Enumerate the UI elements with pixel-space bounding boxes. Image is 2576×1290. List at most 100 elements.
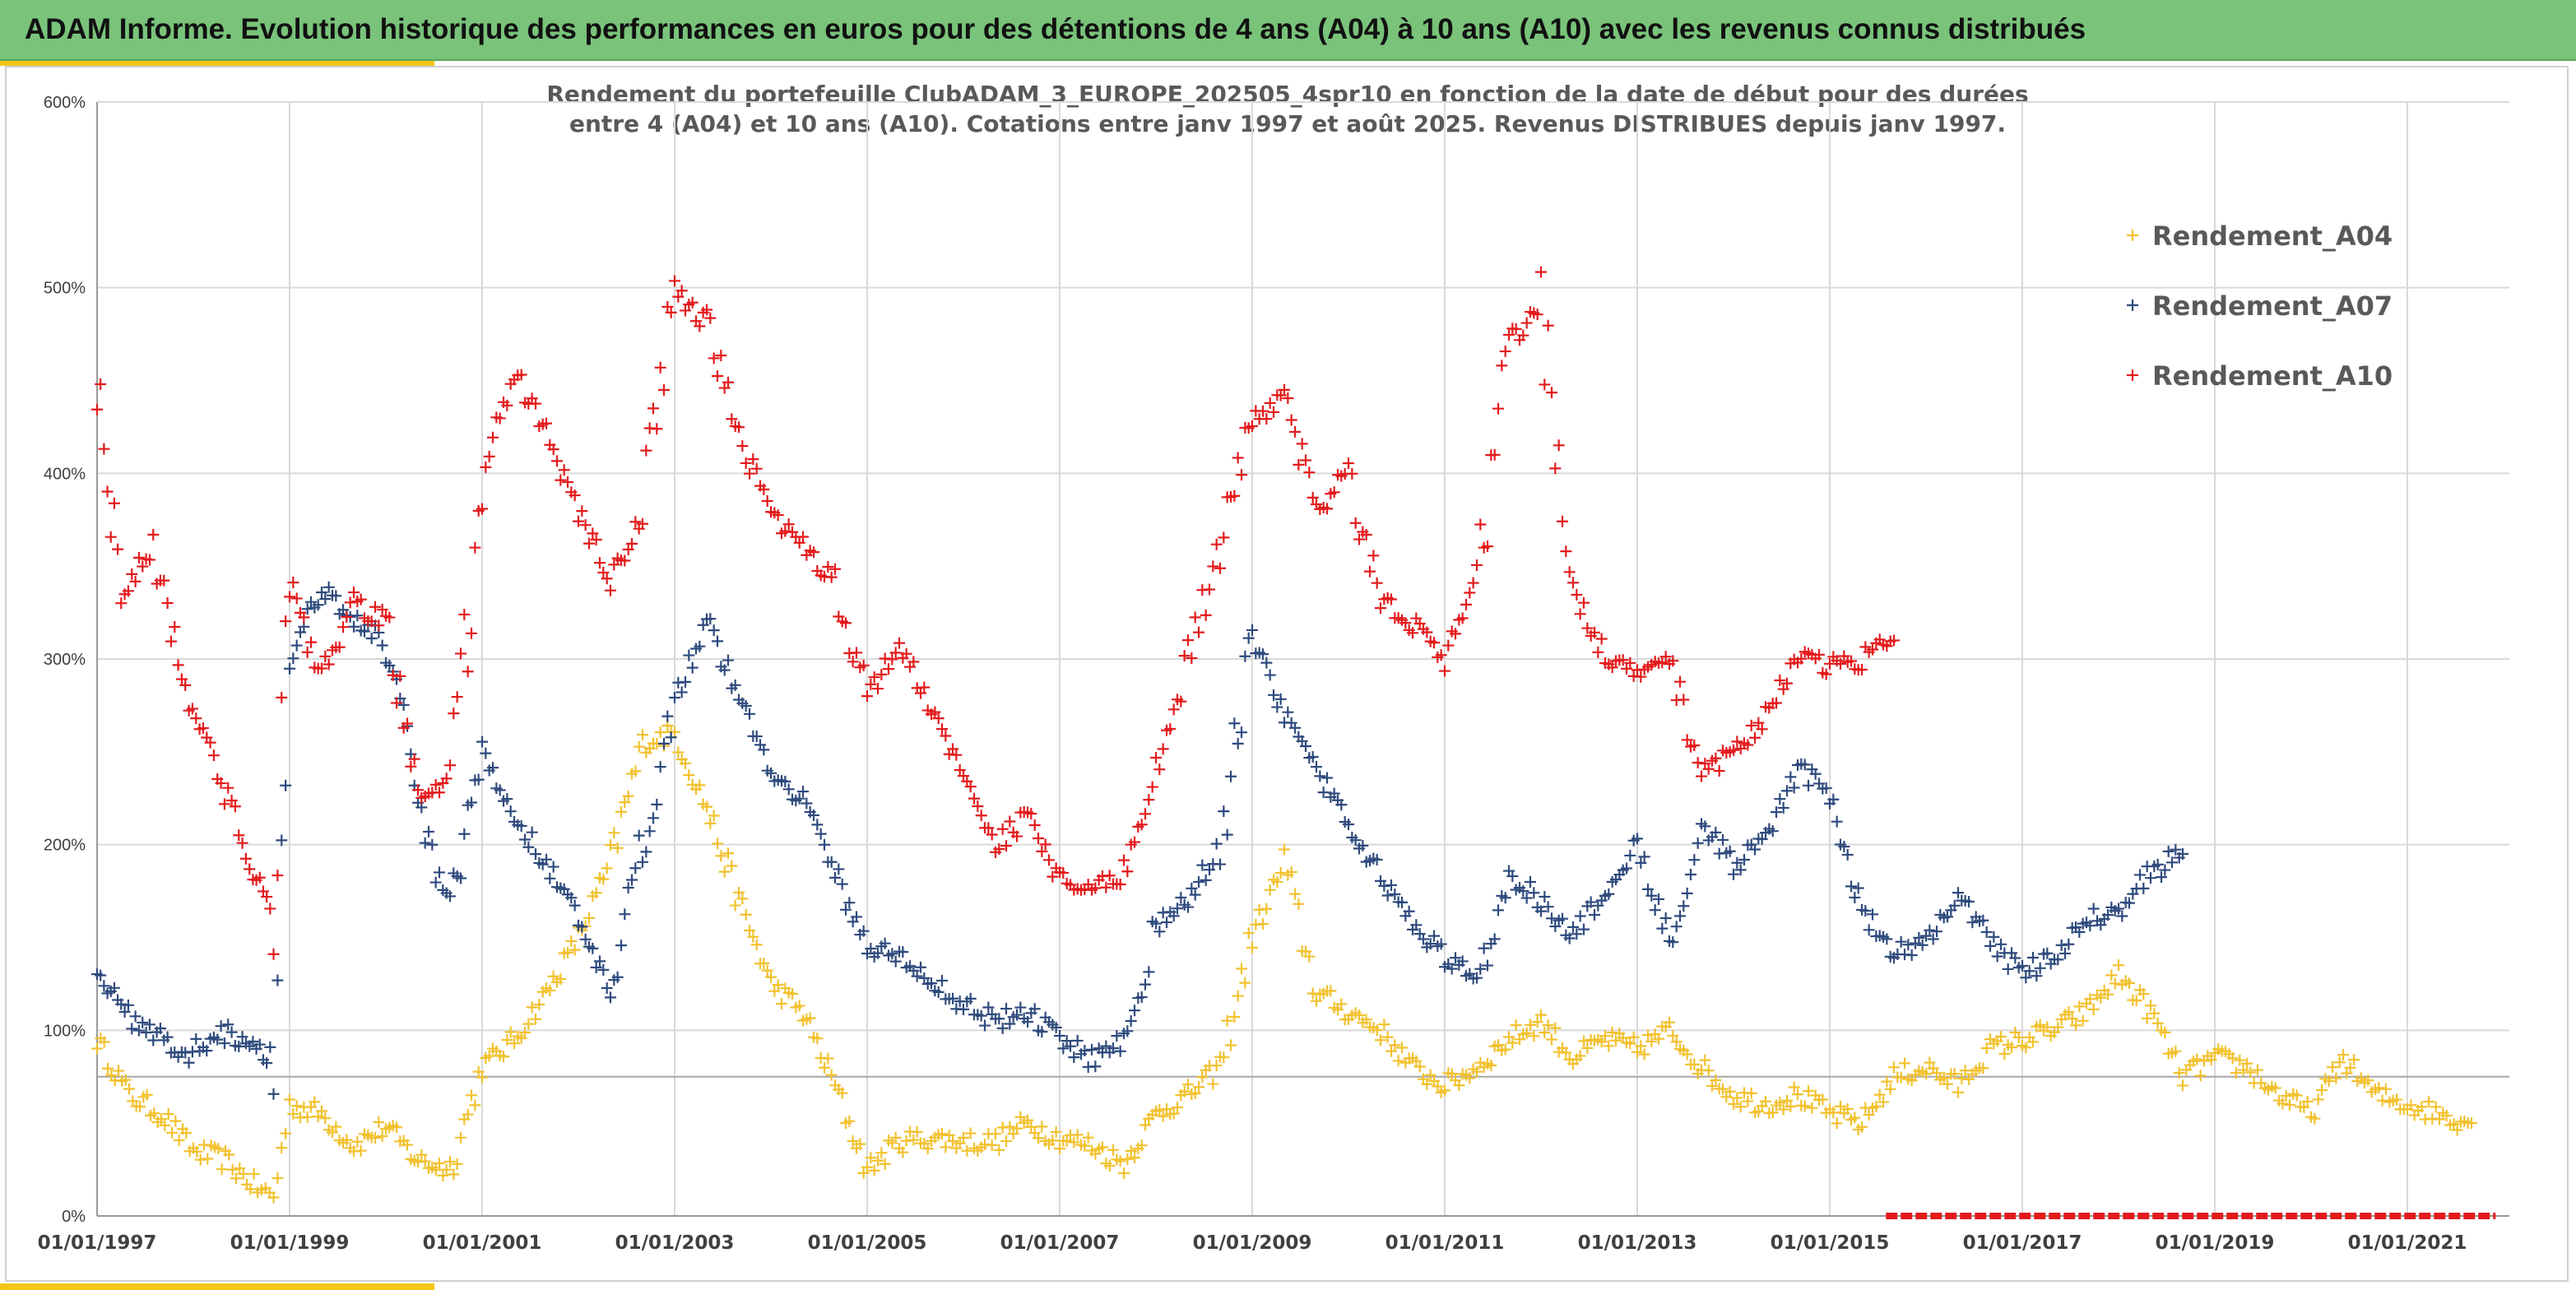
data-point xyxy=(765,971,777,983)
data-point xyxy=(1902,939,1915,951)
data-point xyxy=(1182,634,1194,647)
data-point xyxy=(1852,882,1864,894)
data-point xyxy=(212,1143,225,1155)
data-point xyxy=(444,890,456,903)
data-point xyxy=(247,1036,259,1048)
data-point xyxy=(672,746,685,759)
data-point xyxy=(851,911,862,923)
data-point xyxy=(626,537,638,550)
data-point xyxy=(2070,1019,2082,1032)
data-point xyxy=(576,921,588,933)
data-point xyxy=(1788,782,1800,794)
data-point xyxy=(2330,1072,2342,1084)
data-point xyxy=(808,546,819,559)
data-point xyxy=(918,681,931,694)
series-rendement-a04 xyxy=(91,719,2477,1204)
data-point xyxy=(1546,1033,1557,1046)
data-point xyxy=(958,1003,969,1015)
data-point xyxy=(1467,577,1479,589)
data-point xyxy=(280,1127,292,1139)
data-point xyxy=(458,828,471,840)
data-point xyxy=(2159,864,2171,876)
data-point xyxy=(1300,740,1311,752)
data-point xyxy=(1631,1046,1643,1058)
data-point xyxy=(1025,1121,1037,1133)
data-point xyxy=(1260,413,1273,425)
data-point xyxy=(2237,1064,2249,1076)
data-point xyxy=(91,1042,103,1055)
data-point xyxy=(1734,1101,1747,1113)
data-point xyxy=(1688,739,1701,751)
data-point xyxy=(801,797,813,810)
data-point xyxy=(597,873,610,885)
data-point xyxy=(675,686,688,698)
data-point xyxy=(1022,1016,1033,1028)
data-point xyxy=(1242,927,1255,940)
data-point xyxy=(333,641,346,653)
data-point xyxy=(900,1135,912,1147)
x-tick-label: 01/01/2019 xyxy=(2156,1232,2275,1254)
data-point xyxy=(1139,808,1151,820)
chart-frame xyxy=(5,66,2569,1282)
data-point xyxy=(1734,864,1747,876)
data-point xyxy=(419,1155,431,1167)
data-point xyxy=(822,560,834,573)
data-point xyxy=(1510,1019,1522,1032)
data-point xyxy=(301,1111,313,1123)
data-point xyxy=(1268,406,1279,418)
data-point xyxy=(2006,1042,2017,1054)
data-point xyxy=(1980,1042,1993,1055)
data-point xyxy=(1745,1087,1757,1099)
data-point xyxy=(1952,887,1964,899)
data-point xyxy=(376,1130,388,1142)
data-point xyxy=(640,846,652,858)
data-point xyxy=(1496,360,1508,372)
data-point xyxy=(1446,1068,1458,1080)
data-point xyxy=(694,320,706,332)
data-point xyxy=(1578,596,1590,609)
data-point xyxy=(968,792,980,805)
data-point xyxy=(1260,903,1273,915)
data-point xyxy=(1478,942,1490,954)
data-point xyxy=(448,1168,460,1181)
data-point xyxy=(658,383,670,396)
data-point xyxy=(619,796,631,809)
data-point xyxy=(2141,1012,2153,1024)
data-point xyxy=(1656,657,1669,669)
chart-title-line-1: Rendement du portefeuille ClubADAM_3_EUR… xyxy=(546,81,2028,108)
data-point xyxy=(637,517,648,530)
data-point xyxy=(316,1105,327,1117)
data-point xyxy=(1317,787,1330,799)
data-point xyxy=(605,839,616,851)
data-point xyxy=(1817,1093,1829,1106)
data-point xyxy=(1606,1026,1618,1038)
data-point xyxy=(494,412,506,425)
data-point xyxy=(1553,439,1565,452)
data-point xyxy=(1428,637,1440,649)
data-point xyxy=(1656,922,1669,935)
data-point xyxy=(1082,1131,1094,1144)
data-point xyxy=(1121,865,1134,878)
data-point xyxy=(1517,885,1529,898)
y-tick-label: 0% xyxy=(62,1208,86,1226)
report-header-bar: ADAM Informe. Evolution historique des p… xyxy=(0,0,2576,61)
data-point xyxy=(267,1088,280,1100)
data-point xyxy=(950,749,963,761)
data-point xyxy=(740,457,752,469)
data-point xyxy=(915,961,926,973)
data-point xyxy=(341,610,353,623)
data-point xyxy=(122,999,134,1011)
data-point xyxy=(1528,1030,1540,1042)
data-point xyxy=(1089,882,1102,894)
data-point xyxy=(1525,1019,1536,1031)
series-layer xyxy=(91,266,2496,1219)
x-tick-label: 01/01/2011 xyxy=(1385,1232,1505,1254)
data-point xyxy=(1766,1107,1779,1119)
data-point xyxy=(1959,1065,1971,1077)
data-point xyxy=(1274,693,1287,705)
data-point xyxy=(1129,1151,1140,1163)
data-point xyxy=(722,847,734,860)
data-point xyxy=(1482,959,1493,972)
data-point xyxy=(1827,793,1840,805)
data-point xyxy=(391,697,402,709)
